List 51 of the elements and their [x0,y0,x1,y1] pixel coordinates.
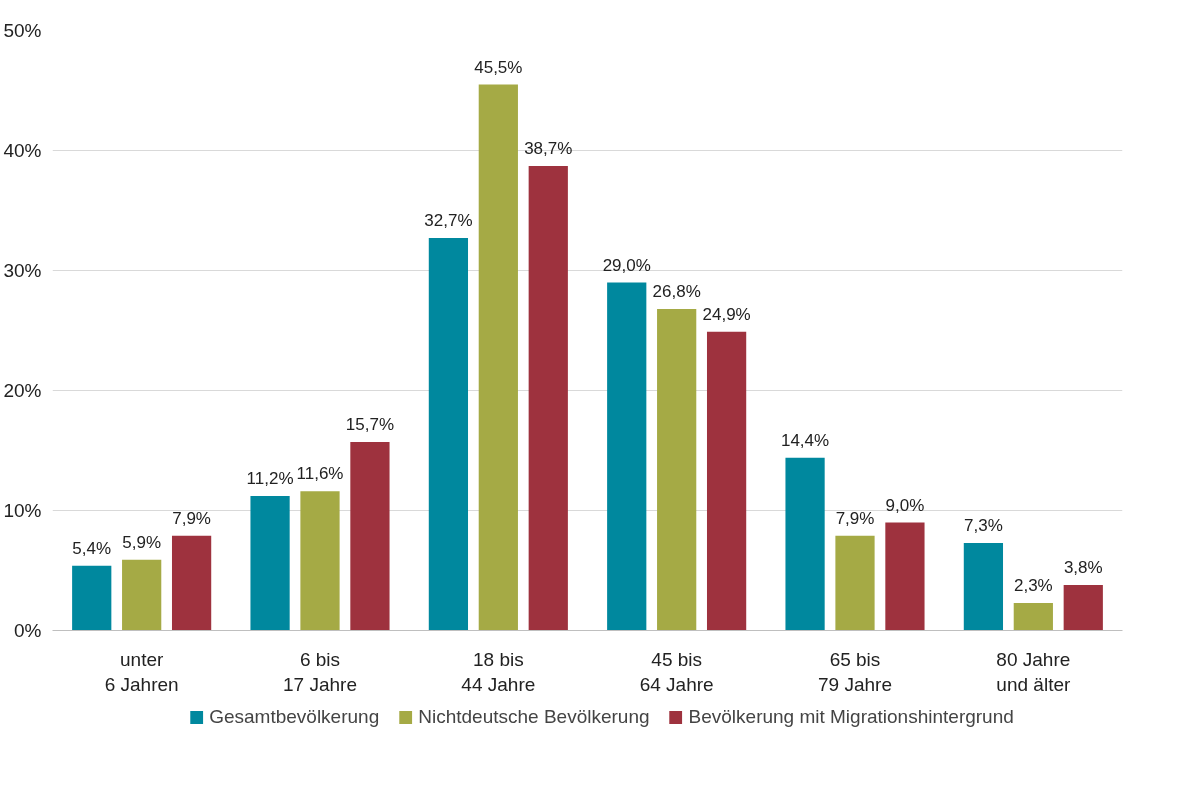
x-tick-label: 65 bis 79 Jahre [818,648,892,695]
data-label: 7,9% [172,508,211,528]
data-label: 7,3% [964,515,1003,535]
bar [122,559,162,631]
y-tick-label: 40% [3,140,42,161]
data-label: 2,3% [1013,575,1053,595]
y-tick-label: 10% [3,500,42,521]
bar [428,238,469,631]
data-label: 14,4% [780,430,830,450]
legend-label: Bevölkerung mit Migrationshintergrund [688,706,1014,728]
data-label: 11,2% [246,469,294,489]
data-label: 45,5% [474,57,523,77]
x-tick-label: unter 6 Jahren [104,648,179,695]
bar [1013,602,1053,631]
data-label: 15,7% [345,415,395,435]
bar [300,491,340,631]
x-tick-label: 80 Jahre und älter [996,648,1071,695]
bar [963,542,1004,631]
bar [657,308,697,631]
legend-label: Gesamtbevölkerung [209,706,380,728]
bar [350,442,390,631]
bar [250,496,290,631]
bar [72,565,112,631]
data-label: 5,9% [122,532,162,552]
legend-label: Nichtdeutsche Bevölkerung [418,706,650,728]
bar [885,522,925,631]
bar [785,457,825,631]
data-label: 7,9% [835,508,875,528]
data-label: 5,4% [72,538,112,558]
data-label: 3,8% [1063,557,1103,577]
bar [528,166,568,631]
y-tick-label: 20% [3,380,42,401]
x-tick-label: 6 bis 17 Jahre [283,648,357,695]
y-tick-label: 0% [14,620,42,641]
data-label: 29,0% [602,255,651,275]
data-label: 11,6% [296,464,344,484]
x-tick-label: 18 bis 44 Jahre [461,648,536,695]
y-tick-label: 50% [3,20,42,41]
bar [1063,584,1103,631]
bar [835,535,875,631]
bar [478,84,518,631]
data-label: 32,7% [424,211,473,231]
data-label: 38,7% [524,139,573,159]
bar [706,331,747,631]
bar [171,535,212,631]
bar [607,282,647,631]
data-label: 9,0% [885,495,925,515]
y-tick-label: 30% [3,260,42,281]
data-label: 26,8% [652,281,701,301]
x-tick-label: 45 bis 64 Jahre [639,648,714,695]
data-label: 24,9% [702,304,751,324]
